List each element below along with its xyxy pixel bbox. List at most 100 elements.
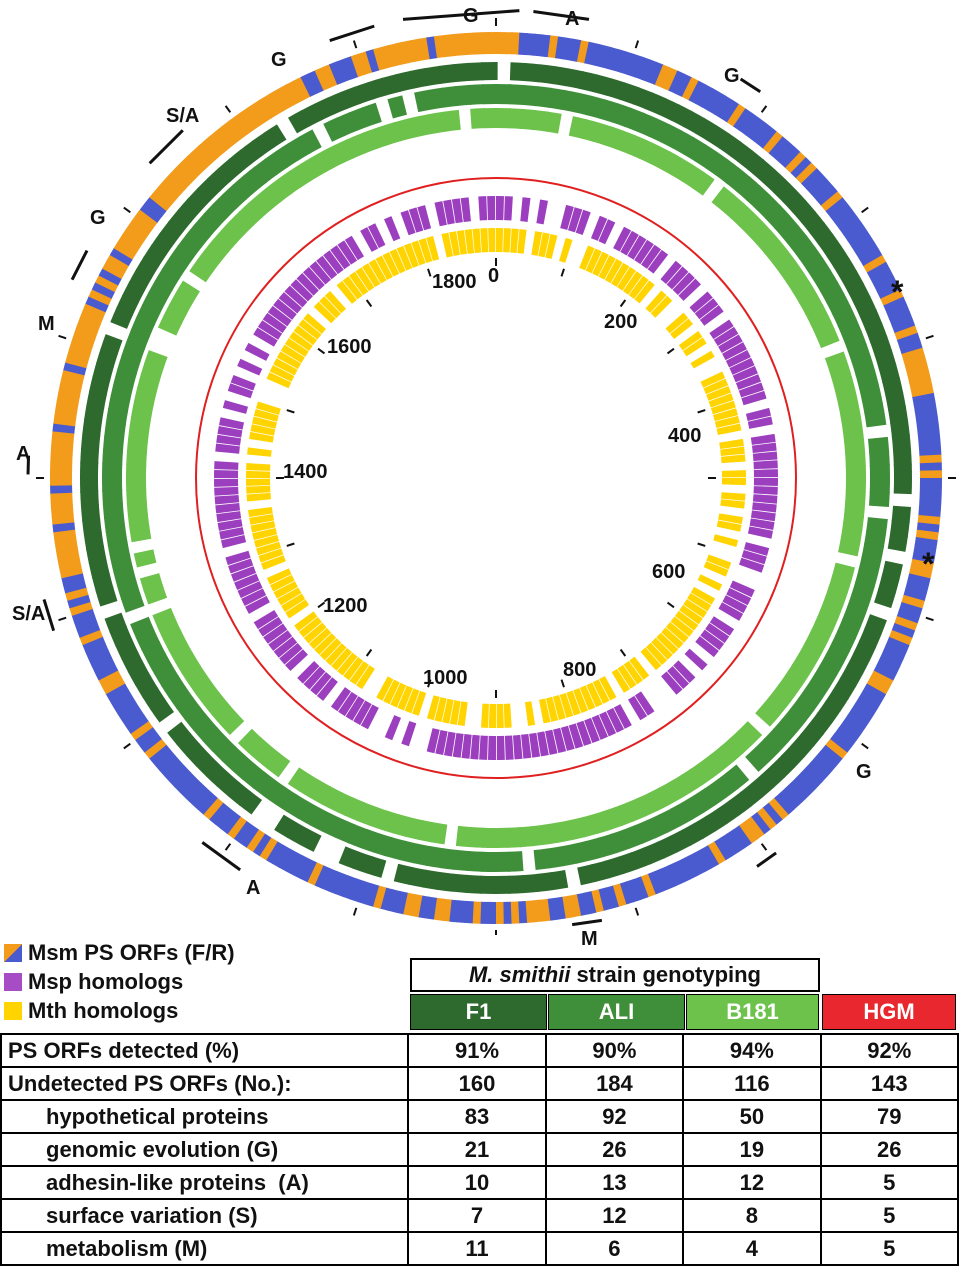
- ps-orf-segment: [773, 793, 795, 816]
- ps-orf-segment: [121, 708, 145, 728]
- ps-orf-segment: [342, 876, 358, 900]
- strain-ring-segment-0: [825, 688, 849, 713]
- msp-homolog-segment: [478, 196, 488, 221]
- mth-homolog-segment: [697, 574, 723, 591]
- strain-ring-segment-2: [258, 185, 282, 210]
- strain-ring-segment-2: [144, 350, 168, 370]
- mth-homolog-segment: [559, 237, 573, 263]
- mth-homolog-segment: [289, 331, 313, 351]
- msp-homolog-segment: [460, 197, 471, 223]
- ps-orf-segment: [660, 865, 678, 889]
- strain-ring-segment-0: [741, 150, 765, 175]
- mth-homolog-segment: [280, 344, 305, 363]
- strain-ring-segment-1: [275, 143, 300, 168]
- strain-ring-segment-2: [332, 791, 354, 817]
- inner-tick: [317, 601, 326, 609]
- mth-homolog-segment: [349, 271, 369, 296]
- ps-orf-segment: [866, 261, 891, 280]
- strain-ring-segment-2: [778, 673, 803, 697]
- ps-orf-segment: [532, 899, 543, 923]
- msp-homolog-segment: [627, 235, 647, 260]
- mth-homolog-segment: [258, 548, 284, 563]
- strain-ring-segment-0: [549, 869, 569, 891]
- strain-ring-segment-0: [781, 744, 806, 769]
- ps-orf-segment: [259, 95, 279, 119]
- strain-ring-segment-1: [715, 159, 740, 185]
- ps-orf-segment: [488, 32, 497, 55]
- ps-orf-segment: [126, 221, 150, 241]
- msp-homolog-segment: [504, 735, 514, 760]
- strain-ring-segment-0: [452, 62, 470, 83]
- strain-ring-segment-1: [659, 123, 683, 149]
- ps-orf-segment: [815, 185, 839, 207]
- ps-orf-segment: [891, 318, 916, 334]
- msp-homolog-segment: [273, 298, 297, 320]
- mth-homolog-segment: [628, 275, 649, 300]
- table-row: hypothetical proteins 83 92 50 79: [0, 1099, 959, 1134]
- strain-ring-segment-1: [509, 84, 526, 106]
- legend-label-mth: Mth homologs: [28, 997, 179, 1023]
- mth-homolog-segment: [716, 423, 742, 435]
- ps-orf-segment: [487, 901, 496, 924]
- ps-orf-segment: [240, 107, 260, 131]
- mth-homolog-segment: [710, 400, 736, 415]
- msp-homolog-segment: [729, 357, 755, 375]
- ps-orf-segment: [91, 281, 116, 299]
- ps-orf-segment: [627, 53, 643, 78]
- mth-homolog-segment: [273, 358, 298, 376]
- strain-ring-segment-2: [126, 450, 147, 466]
- ps-orf-segment: [919, 470, 942, 479]
- strain-ring-segment-1: [105, 528, 128, 547]
- region-bar: [70, 249, 89, 281]
- strain-ring-segment-1: [193, 717, 219, 742]
- inner-tick: [286, 542, 295, 547]
- ps-orf-segment: [67, 594, 91, 609]
- mth-homolog-segment: [285, 599, 310, 619]
- ps-orf-segment: [448, 899, 460, 923]
- strain-ring-segment-0: [274, 814, 297, 839]
- ps-orf-segment: [905, 580, 929, 595]
- strain-ring-segment-0: [817, 233, 842, 257]
- mth-homolog-segment: [670, 318, 694, 339]
- strain-ring-segment-1: [141, 640, 166, 663]
- ps-orf-segment: [502, 901, 512, 924]
- strain-ring-segment-0: [878, 363, 901, 384]
- strain-ring-segment-2: [690, 761, 714, 786]
- ps-orf-segment: [272, 844, 291, 869]
- msp-homolog-segment: [729, 580, 755, 598]
- strain-ring-segment-0: [82, 518, 102, 536]
- mth-homolog-segment: [538, 232, 550, 258]
- ps-orf-segment: [180, 156, 203, 179]
- region-label-sa-lower-left: S/A: [12, 603, 45, 625]
- ps-orf-segment: [805, 761, 828, 783]
- mth-homolog-segment: [247, 447, 272, 457]
- genome-rings: [50, 32, 942, 924]
- msp-homolog-segment: [735, 374, 762, 390]
- strain-ring-segment-0: [537, 64, 556, 85]
- strain-ring-segment-1: [194, 213, 220, 238]
- strain-ring-segment-1: [861, 396, 885, 415]
- ps-orf-segment: [612, 49, 628, 73]
- ps-orf-segment: [774, 141, 796, 164]
- strain-ring-segment-0: [227, 781, 251, 806]
- strain-ring-segment-1: [334, 819, 356, 844]
- ps-orf-segment: [286, 80, 305, 104]
- mth-homolog-segment: [645, 642, 668, 666]
- ps-orf-segment: [220, 811, 241, 835]
- strain-ring-segment-0: [438, 64, 456, 84]
- strain-ring-segment-1: [285, 794, 309, 820]
- mth-homolog-segment: [690, 350, 715, 369]
- msp-homolog-segment: [606, 707, 625, 733]
- strain-ring-segment-1: [454, 84, 472, 107]
- msp-homolog-segment: [520, 197, 531, 222]
- mth-homolog-segment: [503, 228, 511, 253]
- mth-homolog-segment: [252, 527, 278, 541]
- msp-homolog-segment: [751, 442, 777, 453]
- inner-tick: [619, 299, 627, 308]
- mth-homolog-segment: [719, 438, 744, 450]
- strain-ring-segment-1: [858, 382, 882, 402]
- cell-f1: 10: [407, 1165, 547, 1200]
- column-header-f1: F1: [410, 994, 547, 1030]
- mth-homolog-segment: [713, 408, 738, 422]
- strain-ring-segment-1: [299, 129, 322, 155]
